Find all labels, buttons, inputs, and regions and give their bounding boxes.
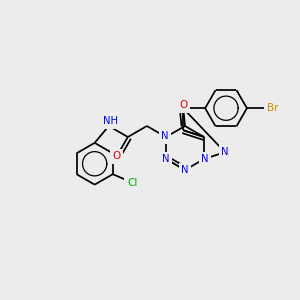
Text: Cl: Cl <box>127 178 137 188</box>
Text: NH: NH <box>103 116 118 126</box>
Text: N: N <box>201 154 209 164</box>
Text: Br: Br <box>267 103 278 113</box>
Text: N: N <box>221 147 229 157</box>
Text: O: O <box>179 100 187 110</box>
Text: O: O <box>113 151 121 161</box>
Text: N: N <box>181 165 189 175</box>
Text: N: N <box>161 131 169 141</box>
Text: N: N <box>162 154 170 164</box>
